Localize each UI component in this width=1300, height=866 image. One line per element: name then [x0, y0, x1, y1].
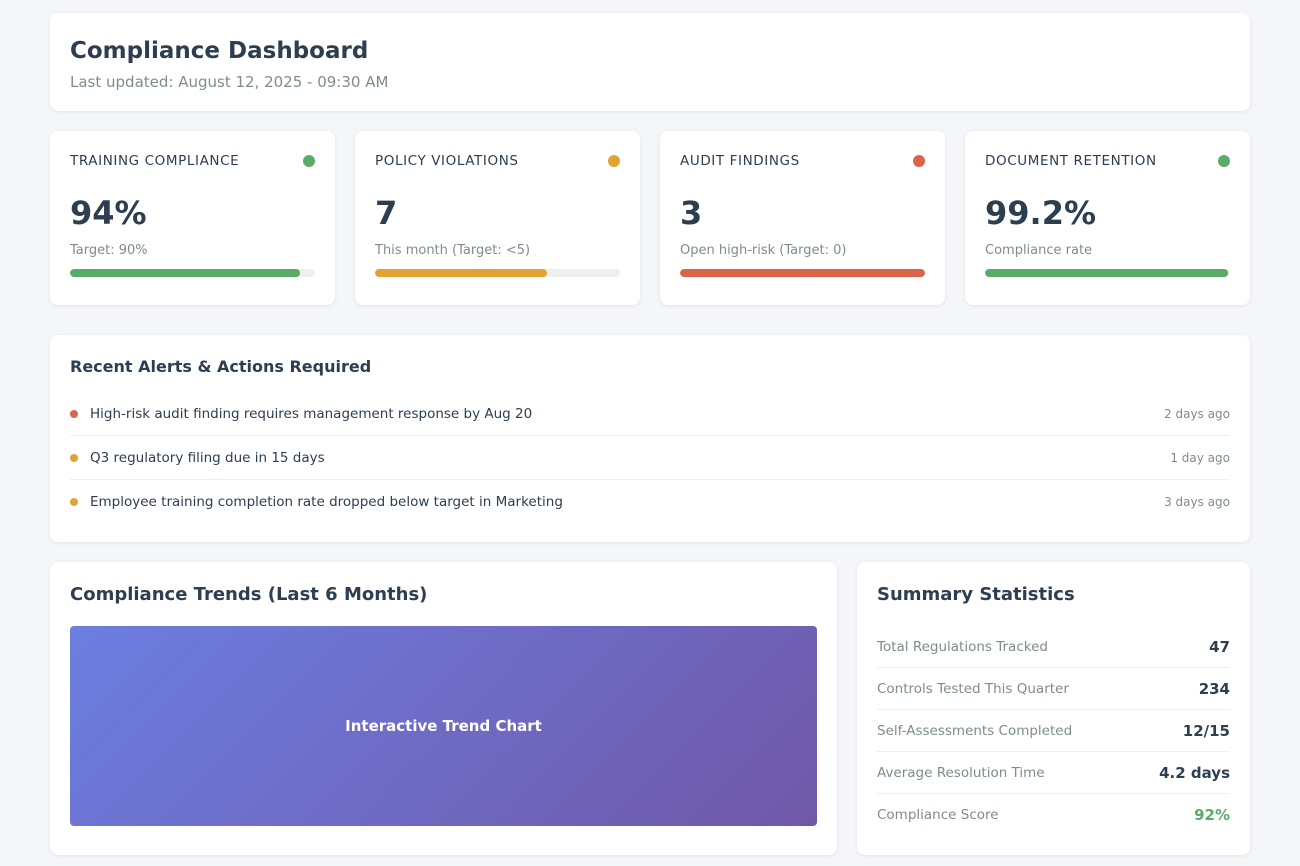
summary-statistics-panel: Summary Statistics Total Regulations Tra… [857, 562, 1250, 855]
kpi-value: 94% [70, 194, 147, 232]
alert-item[interactable]: Q3 regulatory filing due in 15 days 1 da… [70, 436, 1230, 480]
trend-chart-placeholder[interactable]: Interactive Trend Chart [70, 626, 817, 826]
kpi-card-audit-findings[interactable]: AUDIT FINDINGS 3 Open high-risk (Target:… [660, 131, 945, 305]
kpi-subtext: Open high-risk (Target: 0) [680, 243, 847, 258]
trends-title: Compliance Trends (Last 6 Months) [70, 584, 428, 605]
status-dot-icon [1218, 155, 1230, 167]
page-title: Compliance Dashboard [70, 38, 369, 64]
trends-panel: Compliance Trends (Last 6 Months) Intera… [50, 562, 837, 855]
alert-dot-icon [70, 498, 78, 506]
status-dot-icon [913, 155, 925, 167]
stat-value: 4.2 days [1159, 763, 1230, 782]
progress-bar-fill [985, 269, 1229, 277]
alert-dot-icon [70, 409, 78, 418]
kpi-title: AUDIT FINDINGS [680, 153, 800, 169]
alert-time: 3 days ago [1164, 495, 1230, 509]
stat-value: 47 [1209, 637, 1230, 656]
progress-bar [680, 269, 925, 277]
progress-bar-fill [70, 269, 301, 277]
chart-label: Interactive Trend Chart [345, 717, 542, 735]
stat-value: 12/15 [1182, 721, 1230, 740]
alert-text: Q3 regulatory filing due in 15 days [90, 449, 325, 466]
stat-row: Average Resolution Time 4.2 days [877, 752, 1230, 794]
stats-title: Summary Statistics [877, 584, 1075, 605]
alerts-title: Recent Alerts & Actions Required [70, 357, 372, 376]
kpi-title: DOCUMENT RETENTION [985, 153, 1157, 169]
kpi-card-policy-violations[interactable]: POLICY VIOLATIONS 7 This month (Target: … [355, 131, 640, 305]
alert-text: Employee training completion rate droppe… [90, 494, 563, 510]
kpi-subtext: Compliance rate [985, 243, 1093, 258]
progress-bar-fill [375, 269, 547, 277]
stat-list: Total Regulations Tracked 47 Controls Te… [877, 626, 1230, 836]
stat-label: Average Resolution Time [877, 764, 1045, 781]
stat-row: Total Regulations Tracked 47 [877, 626, 1230, 668]
kpi-value: 99.2% [985, 194, 1097, 232]
stat-row: Controls Tested This Quarter 234 [877, 668, 1230, 710]
progress-bar-fill [680, 269, 925, 277]
kpi-card-training-compliance[interactable]: TRAINING COMPLIANCE 94% Target: 90% [50, 131, 335, 305]
alert-time: 1 day ago [1170, 450, 1230, 465]
alert-text: High-risk audit finding requires managem… [90, 405, 533, 422]
alert-item[interactable]: Employee training completion rate droppe… [70, 480, 1230, 524]
stat-value: 92% [1194, 806, 1230, 824]
alert-item[interactable]: High-risk audit finding requires managem… [70, 392, 1230, 436]
stat-row: Self-Assessments Completed 12/15 [877, 710, 1230, 752]
progress-bar [375, 269, 620, 277]
stat-label: Self-Assessments Completed [877, 722, 1073, 739]
kpi-card-document-retention[interactable]: DOCUMENT RETENTION 99.2% Compliance rate [965, 131, 1250, 305]
dashboard-header: Compliance Dashboard Last updated: Augus… [50, 13, 1250, 111]
kpi-subtext: This month (Target: <5) [375, 243, 531, 258]
stat-row: Compliance Score 92% [877, 794, 1230, 836]
stat-label: Compliance Score [877, 807, 999, 823]
status-dot-icon [303, 155, 315, 167]
progress-bar [70, 269, 315, 277]
kpi-value: 3 [680, 194, 703, 232]
kpi-title: TRAINING COMPLIANCE [70, 153, 240, 169]
status-dot-icon [608, 155, 620, 167]
stat-label: Total Regulations Tracked [877, 638, 1048, 655]
kpi-subtext: Target: 90% [70, 243, 148, 258]
stat-value: 234 [1198, 679, 1230, 698]
last-updated-text: Last updated: August 12, 2025 - 09:30 AM [70, 73, 389, 91]
alerts-panel: Recent Alerts & Actions Required High-ri… [50, 335, 1250, 542]
alert-dot-icon [70, 453, 78, 462]
kpi-title: POLICY VIOLATIONS [375, 153, 519, 169]
alert-time: 2 days ago [1164, 406, 1230, 421]
kpi-value: 7 [375, 194, 398, 232]
progress-bar [985, 269, 1230, 277]
stat-label: Controls Tested This Quarter [877, 680, 1069, 697]
